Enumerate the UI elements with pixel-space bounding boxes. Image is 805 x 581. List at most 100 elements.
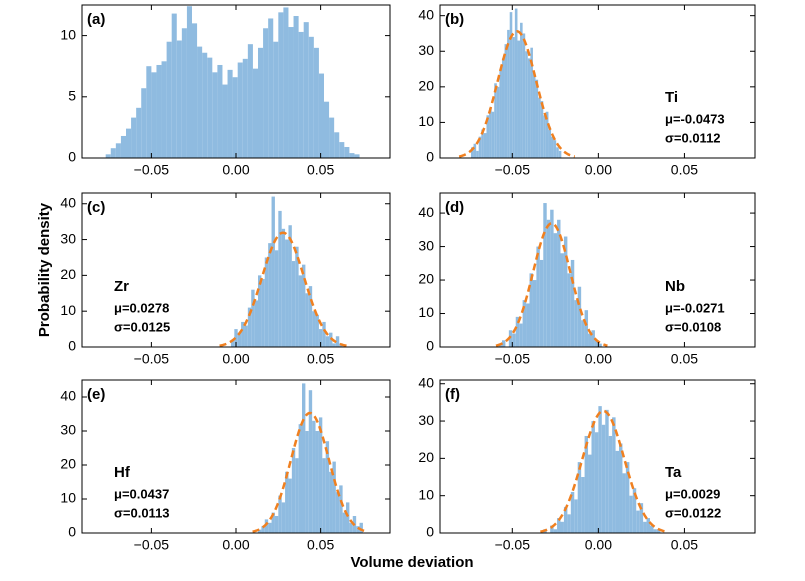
panel-label: (b) xyxy=(445,11,464,28)
panel: Ti μ=-0.0473 σ=0.0112 −0.05 0.00 0.05 0 10 20 30 4… xyxy=(418,4,756,178)
bar xyxy=(274,516,279,533)
bar xyxy=(539,259,544,347)
bar xyxy=(504,44,508,158)
bar xyxy=(591,330,595,347)
bar xyxy=(298,275,302,347)
y-tick-label: 40 xyxy=(60,194,76,210)
bar xyxy=(339,142,345,158)
bar xyxy=(639,503,644,533)
bar xyxy=(278,495,282,533)
bar xyxy=(514,8,518,159)
bar xyxy=(532,72,536,158)
bar xyxy=(570,491,575,533)
bar xyxy=(234,329,238,347)
bar xyxy=(349,522,353,533)
bar xyxy=(557,518,561,533)
panel-label: (d) xyxy=(445,199,464,216)
bar xyxy=(192,23,198,158)
bar xyxy=(151,72,157,158)
x-tick-label: 0.05 xyxy=(671,537,698,553)
bar xyxy=(550,209,554,347)
bar xyxy=(232,77,238,158)
bar xyxy=(131,117,137,158)
y-tick-label: 40 xyxy=(60,388,76,404)
bar xyxy=(329,332,333,347)
bar xyxy=(332,343,336,347)
bar xyxy=(136,107,142,158)
bar xyxy=(298,424,302,533)
bar xyxy=(584,435,589,533)
bar xyxy=(207,57,213,158)
bar xyxy=(197,46,203,159)
bar xyxy=(346,502,350,533)
x-tick-label: −0.05 xyxy=(134,351,170,367)
bar xyxy=(535,79,539,158)
y-tick-label: 0 xyxy=(426,149,434,165)
bar xyxy=(605,409,609,533)
axes-frame xyxy=(439,379,756,534)
bar xyxy=(563,506,568,533)
x-tick-label: −0.05 xyxy=(495,162,531,178)
bar xyxy=(237,62,243,158)
y-tick-label: 10 xyxy=(418,304,434,320)
bar xyxy=(156,64,162,158)
bar xyxy=(470,147,474,158)
bar xyxy=(632,488,637,533)
bar xyxy=(241,321,245,347)
y-tick-label: 30 xyxy=(418,237,434,253)
panel-label: (e) xyxy=(87,386,105,403)
bar xyxy=(273,41,279,158)
bar xyxy=(181,28,187,159)
y-tick-label: 30 xyxy=(418,42,434,58)
bar xyxy=(473,143,477,158)
bar xyxy=(322,458,326,533)
x-tick-label: 0.00 xyxy=(222,537,249,553)
x-tick-label: 0.05 xyxy=(307,537,334,553)
bar xyxy=(339,485,343,533)
panel: Ta μ=0.0029 σ=0.0122 −0.05 0.00 0.05 0 10 20 30 40… xyxy=(418,374,756,553)
bar xyxy=(258,47,264,159)
bar xyxy=(342,512,346,533)
y-tick-label: 20 xyxy=(418,78,434,94)
element-label: Ti xyxy=(665,89,678,106)
bar xyxy=(227,69,233,158)
bar xyxy=(601,424,606,533)
bar xyxy=(115,143,121,158)
bar xyxy=(538,97,541,158)
bar xyxy=(315,314,319,347)
x-tick-label: 0.00 xyxy=(585,537,612,553)
bar xyxy=(291,448,296,533)
bar xyxy=(570,259,575,347)
bar xyxy=(110,148,116,158)
y-tick-label: 0 xyxy=(68,338,76,354)
bar xyxy=(574,499,578,533)
bar xyxy=(258,529,262,533)
panel: Nb μ=-0.0271 σ=0.0108 −0.05 0.00 0.05 0 10 20 30 4… xyxy=(418,192,756,367)
bar xyxy=(335,492,340,533)
element-label: Nb xyxy=(665,278,685,295)
bar xyxy=(558,150,562,158)
bar xyxy=(598,406,602,533)
bar xyxy=(508,330,513,347)
bar xyxy=(212,72,218,158)
bar xyxy=(288,478,292,533)
bar xyxy=(302,264,306,347)
mu-label: μ=-0.0473 xyxy=(665,111,725,126)
bar xyxy=(507,29,510,158)
bar xyxy=(496,86,500,158)
bar xyxy=(577,286,582,347)
bar xyxy=(530,47,533,158)
bar xyxy=(261,526,265,533)
bar xyxy=(303,22,309,158)
bar xyxy=(501,340,506,347)
bar xyxy=(278,210,282,347)
bar xyxy=(315,431,319,533)
mu-label: μ=0.0437 xyxy=(114,486,169,501)
bar xyxy=(509,12,513,159)
bar xyxy=(344,146,350,158)
bar xyxy=(584,310,589,347)
fit-curve xyxy=(252,411,368,533)
bar xyxy=(476,150,479,158)
bar xyxy=(636,510,640,533)
bar xyxy=(560,253,564,347)
